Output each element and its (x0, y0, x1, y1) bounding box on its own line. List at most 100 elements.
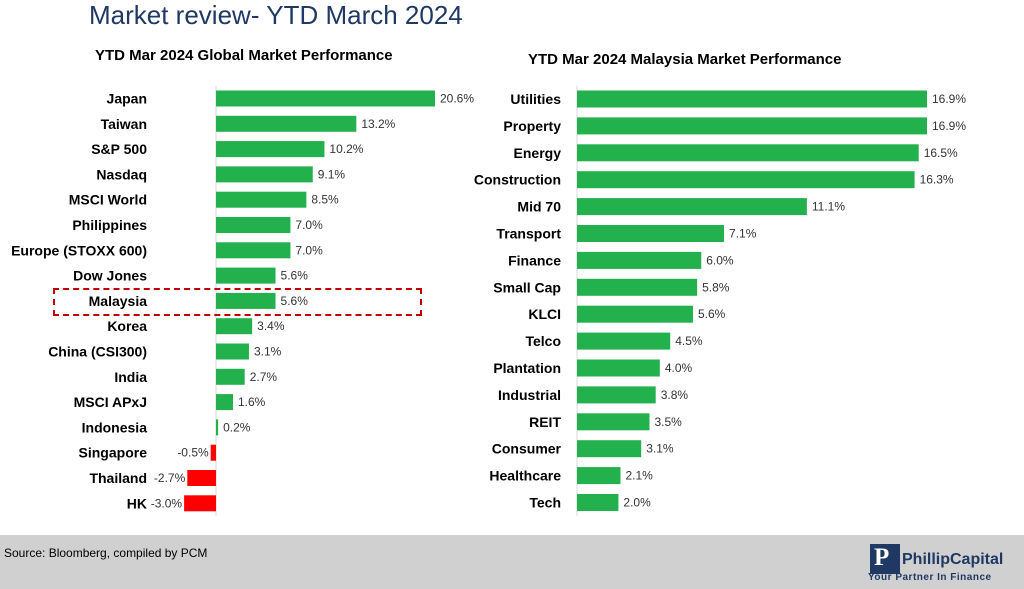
bar-tech (577, 494, 619, 511)
bar-hk (184, 495, 216, 512)
data-label-industrial: 3.8% (661, 388, 689, 402)
data-label-mid-70: 11.1% (812, 200, 845, 214)
category-label-japan: Japan (107, 91, 147, 107)
logo-tagline: Your Partner In Finance (868, 572, 992, 583)
global-market-chart: Japan 20.6% Taiwan 13.2% S&P 500 10.2% Nasdaq 9… (11, 85, 474, 516)
logo-mark-letter: P (874, 544, 890, 571)
bar-property (577, 117, 927, 135)
data-label-plantation: 4.0% (665, 361, 693, 375)
category-label-small-cap: Small Cap (493, 279, 561, 295)
category-label-s-p-500: S&P 500 (91, 141, 147, 157)
data-label-energy: 16.5% (924, 146, 958, 160)
category-label-energy: Energy (514, 145, 562, 161)
data-label-utilities: 16.9% (932, 92, 966, 106)
data-label-reit: 3.5% (654, 415, 682, 429)
bar-consumer (577, 440, 642, 458)
bar-s-p-500 (216, 141, 325, 158)
category-label-singapore: Singapore (79, 445, 148, 461)
bar-telco (577, 332, 671, 350)
bar-utilities (577, 90, 927, 108)
bar-europe-stoxx-600 (216, 242, 291, 259)
bar-healthcare (577, 467, 621, 485)
data-label-taiwan: 13.2% (361, 117, 395, 131)
category-label-mid-70: Mid 70 (517, 199, 561, 215)
category-label-taiwan: Taiwan (101, 116, 147, 132)
category-label-thailand: Thailand (89, 470, 147, 486)
page-title: Market review- YTD March 2024 (89, 0, 463, 30)
data-label-indonesia: 0.2% (223, 420, 251, 434)
bar-msci-apxj (216, 394, 234, 411)
phillipcapital-logo-icon: P (870, 544, 900, 574)
category-label-malaysia: Malaysia (89, 293, 148, 309)
category-label-healthcare: Healthcare (489, 468, 561, 484)
data-label-healthcare: 2.1% (625, 469, 653, 483)
logo-name: PhillipCapital (902, 551, 1004, 568)
bar-korea (216, 318, 253, 335)
category-label-telco: Telco (525, 333, 561, 349)
bar-indonesia (216, 419, 219, 436)
data-label-china-csi300: 3.1% (254, 345, 282, 359)
global-chart-title: YTD Mar 2024 Global Market Performance (95, 47, 393, 64)
bar-plantation (577, 359, 660, 377)
bar-malaysia (216, 292, 276, 309)
bar-singapore (210, 444, 216, 461)
data-label-india: 2.7% (250, 370, 278, 384)
category-label-dow-jones: Dow Jones (73, 268, 147, 284)
category-label-india: India (114, 369, 147, 385)
category-label-klci: KLCI (528, 306, 561, 322)
data-label-europe-stoxx-600: 7.0% (295, 243, 323, 257)
source-note: Source: Bloomberg, compiled by PCM (4, 546, 208, 560)
bar-transport (577, 225, 725, 242)
footer-bar (0, 535, 1024, 589)
data-label-property: 16.9% (932, 119, 966, 133)
bar-philippines (216, 217, 291, 233)
bar-small-cap (577, 278, 698, 296)
category-label-korea: Korea (107, 318, 147, 334)
category-label-transport: Transport (496, 226, 561, 242)
bar-taiwan (216, 115, 357, 132)
data-label-construction: 16.3% (920, 173, 954, 187)
category-label-industrial: Industrial (498, 387, 561, 403)
malaysia-market-chart: Utilities 16.9% Property 16.9% Energy 16.5% Co… (474, 85, 966, 516)
data-label-transport: 7.1% (729, 227, 757, 241)
data-label-nasdaq: 9.1% (318, 167, 346, 181)
bar-energy (577, 144, 919, 162)
category-label-consumer: Consumer (492, 441, 562, 457)
category-label-indonesia: Indonesia (82, 419, 148, 435)
bar-dow-jones (216, 267, 276, 284)
bar-klci (577, 305, 693, 323)
data-label-msci-world: 8.5% (311, 193, 339, 207)
category-label-utilities: Utilities (510, 91, 561, 107)
bar-construction (577, 171, 915, 189)
data-label-klci: 5.6% (698, 307, 726, 321)
bar-thailand (187, 470, 216, 486)
data-label-singapore: -0.5% (177, 446, 209, 460)
data-label-s-p-500: 10.2% (329, 142, 363, 156)
bar-msci-world (216, 191, 307, 208)
bar-japan (216, 90, 435, 107)
malaysia-highlight-box (53, 288, 422, 316)
data-label-malaysia: 5.6% (281, 294, 309, 308)
data-label-telco: 4.5% (675, 334, 703, 348)
data-label-finance: 6.0% (706, 253, 734, 267)
category-label-plantation: Plantation (493, 360, 561, 376)
malaysia-chart-title: YTD Mar 2024 Malaysia Market Performance (528, 51, 842, 68)
bar-industrial (577, 386, 656, 404)
category-label-hk: HK (127, 495, 147, 511)
data-label-japan: 20.6% (440, 92, 474, 106)
data-label-philippines: 7.0% (295, 218, 323, 232)
category-label-europe-stoxx-600: Europe (STOXX 600) (11, 242, 147, 258)
data-label-consumer: 3.1% (646, 442, 674, 456)
bar-reit (577, 413, 650, 431)
category-label-msci-world: MSCI World (69, 192, 147, 208)
data-label-small-cap: 5.8% (702, 280, 730, 294)
category-label-construction: Construction (474, 172, 561, 188)
category-label-reit: REIT (529, 414, 561, 430)
category-label-finance: Finance (508, 252, 561, 268)
category-label-msci-apxj: MSCI APxJ (74, 394, 147, 410)
category-label-china-csi300: China (CSI300) (48, 344, 147, 360)
bar-finance (577, 251, 702, 269)
data-label-msci-apxj: 1.6% (238, 395, 266, 409)
data-label-thailand: -2.7% (154, 471, 186, 485)
data-label-tech: 2.0% (623, 496, 651, 510)
